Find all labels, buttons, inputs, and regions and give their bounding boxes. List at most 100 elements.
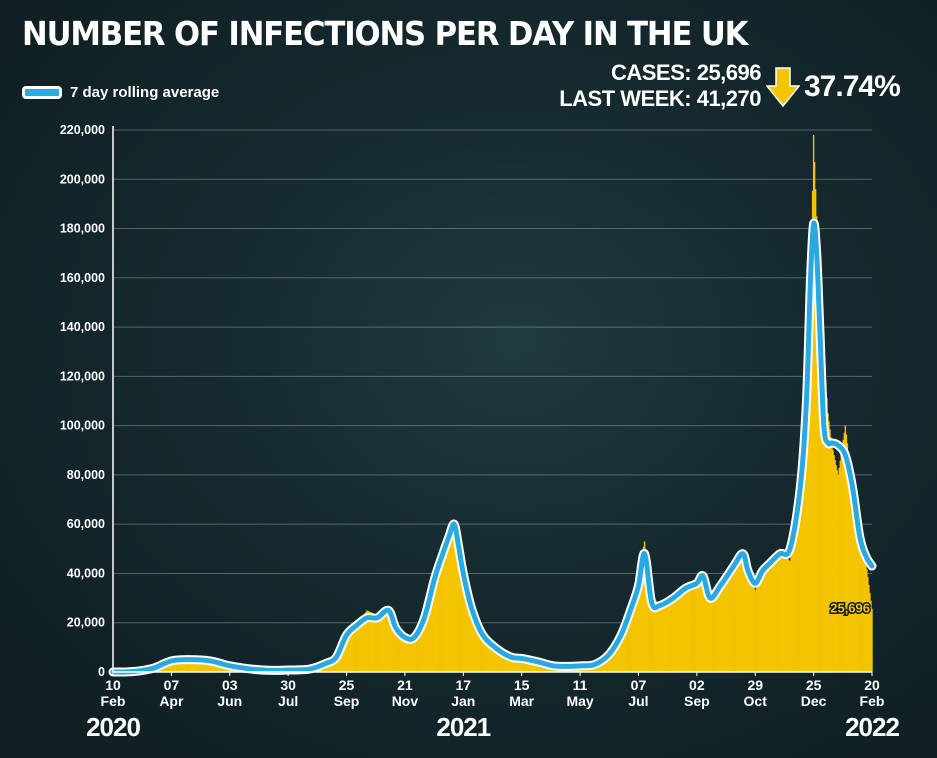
daily-case-bar xyxy=(606,654,608,672)
daily-case-bar xyxy=(828,421,830,672)
year-label: 2020 xyxy=(86,712,140,742)
daily-case-bar xyxy=(730,570,733,672)
daily-case-bar xyxy=(371,612,373,672)
y-tick-label: 20,000 xyxy=(67,616,105,630)
stats-box: CASES: 25,696 LAST WEEK: 41,270 xyxy=(559,60,761,112)
daily-case-bar xyxy=(180,659,183,672)
daily-case-bar xyxy=(433,578,436,672)
daily-case-bar xyxy=(849,469,852,672)
daily-case-bar xyxy=(693,583,695,672)
daily-case-bar xyxy=(202,659,204,672)
daily-case-bar xyxy=(506,654,509,672)
daily-case-bar xyxy=(166,662,168,672)
x-tick-month-label: Sep xyxy=(684,693,710,709)
daily-case-bar xyxy=(721,581,724,672)
daily-case-bar xyxy=(829,429,831,672)
daily-case-bar xyxy=(501,652,503,672)
daily-case-bar xyxy=(358,622,360,672)
daily-case-bar xyxy=(512,657,515,672)
daily-case-bar xyxy=(370,612,372,672)
daily-case-bar xyxy=(682,592,685,672)
daily-case-bar xyxy=(795,524,797,672)
daily-case-bar xyxy=(725,576,728,672)
daily-case-bar xyxy=(638,568,641,672)
daily-case-bar xyxy=(489,643,491,672)
daily-case-bar xyxy=(661,607,663,672)
daily-case-bar xyxy=(517,658,520,672)
daily-case-bar xyxy=(796,518,798,672)
daily-case-bar xyxy=(817,228,819,672)
daily-case-bar xyxy=(636,578,639,672)
daily-case-bar xyxy=(476,624,479,672)
daily-case-bar xyxy=(853,497,856,672)
daily-case-bar xyxy=(618,637,620,672)
daily-case-bar xyxy=(665,605,667,672)
daily-case-bar xyxy=(645,556,648,672)
daily-case-bar xyxy=(531,660,533,672)
daily-case-bar xyxy=(497,649,499,672)
daily-case-bar xyxy=(752,585,754,672)
daily-case-bar xyxy=(171,660,174,672)
daily-case-bar xyxy=(205,659,207,672)
daily-case-bar xyxy=(819,253,821,672)
daily-case-bar xyxy=(365,611,367,672)
daily-case-bar xyxy=(467,593,470,672)
daily-case-bar xyxy=(814,189,817,673)
daily-case-bar xyxy=(688,587,691,672)
x-tick-day-label: 29 xyxy=(747,677,763,693)
daily-case-bar xyxy=(818,240,820,672)
daily-case-bar xyxy=(780,550,782,672)
daily-case-bar xyxy=(615,642,617,672)
daily-case-bar xyxy=(641,552,644,672)
x-tick-month-label: Sep xyxy=(334,693,360,709)
daily-case-bar xyxy=(668,604,670,672)
daily-case-bar xyxy=(490,644,492,672)
daily-case-bar xyxy=(186,658,188,672)
daily-case-bar xyxy=(718,584,721,672)
daily-case-bar xyxy=(706,587,708,672)
daily-case-bar xyxy=(850,478,853,672)
daily-case-bar xyxy=(457,538,459,672)
daily-case-bar xyxy=(683,591,686,672)
daily-case-bar xyxy=(460,556,462,672)
page-title: NUMBER OF INFECTIONS PER DAY IN THE UK xyxy=(22,14,748,53)
daily-case-bar xyxy=(349,632,352,672)
daily-case-bar xyxy=(342,643,345,672)
daily-case-bar xyxy=(639,562,642,672)
daily-case-bar xyxy=(642,546,645,672)
daily-case-bar xyxy=(644,548,647,672)
daily-case-bar xyxy=(774,557,776,672)
daily-case-bar xyxy=(764,570,767,672)
daily-case-bar xyxy=(635,584,638,672)
daily-case-bar xyxy=(720,582,723,672)
daily-case-bar xyxy=(767,567,770,672)
daily-case-bar xyxy=(494,647,496,672)
y-tick-label: 80,000 xyxy=(67,468,105,482)
daily-case-bar xyxy=(393,620,396,672)
daily-case-bar xyxy=(711,595,713,672)
daily-case-bar xyxy=(709,598,711,672)
daily-case-bar xyxy=(624,625,626,672)
daily-case-bar xyxy=(724,577,727,672)
daily-case-bar xyxy=(737,561,739,672)
daily-case-bar xyxy=(392,618,395,672)
daily-case-bar xyxy=(777,552,779,672)
daily-case-bar xyxy=(716,587,719,672)
daily-case-bar xyxy=(738,560,740,672)
daily-case-bar xyxy=(505,654,508,672)
daily-case-bar xyxy=(498,650,500,672)
daily-case-bar xyxy=(468,598,471,672)
daily-case-bar xyxy=(402,630,404,672)
daily-case-bar xyxy=(757,583,759,672)
daily-case-bar xyxy=(376,615,378,672)
daily-case-bar xyxy=(805,425,808,672)
x-tick-month-label: Jul xyxy=(628,693,648,709)
rolling-average-line xyxy=(110,220,875,675)
daily-case-bar xyxy=(822,327,824,672)
daily-case-bar xyxy=(807,364,810,672)
daily-case-bar xyxy=(869,592,871,672)
x-tick-day-label: 25 xyxy=(806,677,822,693)
daily-case-bar xyxy=(417,633,419,672)
daily-case-bar xyxy=(441,556,443,672)
daily-case-bar xyxy=(532,660,534,672)
